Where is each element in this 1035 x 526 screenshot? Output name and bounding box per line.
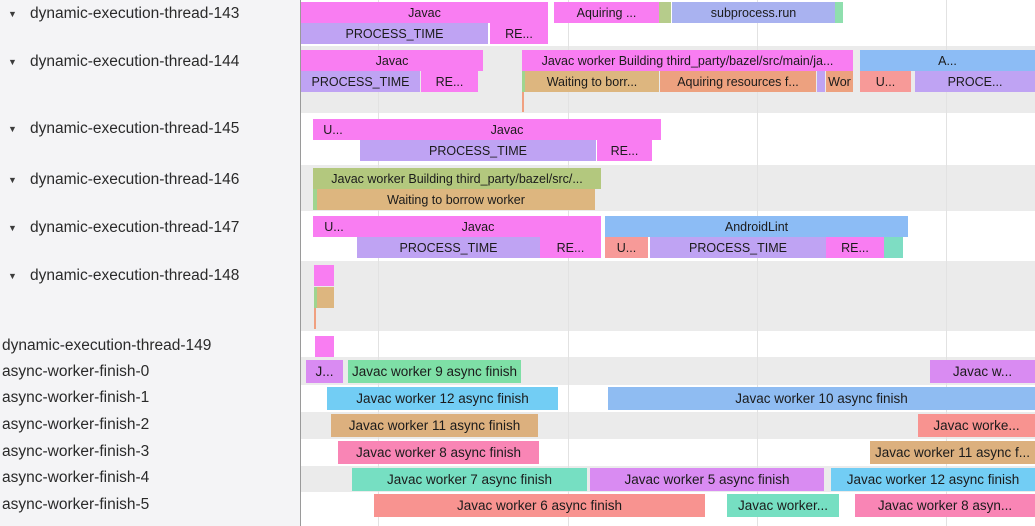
sidebar-track-async-worker-finish-0[interactable]: async-worker-finish-0 [0, 361, 300, 383]
trace-slice-u[interactable]: U... [313, 119, 353, 140]
trace-slice-process-time[interactable]: PROCESS_TIME [301, 23, 488, 44]
track-bg-thread-148 [301, 261, 1035, 331]
track-name-label: async-worker-finish-2 [2, 416, 150, 433]
trace-slice-javac-worker-9-async-finish[interactable]: Javac worker 9 async finish [348, 360, 521, 383]
trace-slice-javac-worker-8-asyn[interactable]: Javac worker 8 asyn... [855, 494, 1035, 517]
track-name-label: dynamic-execution-thread-145 [30, 120, 240, 137]
sidebar-track-dynamic-execution-thread-149[interactable]: dynamic-execution-thread-149 [0, 335, 300, 357]
trace-slice-sliver[interactable] [659, 2, 671, 23]
trace-slice-javac[interactable]: Javac [301, 50, 483, 71]
trace-slice-sliver[interactable] [522, 71, 525, 92]
trace-slice-javac-worker-12-async-finish[interactable]: Javac worker 12 async finish [327, 387, 558, 410]
timeline-canvas: Javac Aquiring ... subprocess.run PROCESS_T… [301, 0, 1035, 526]
trace-slice-re[interactable]: RE... [540, 237, 601, 258]
expand-triangle-icon[interactable]: ▼ [8, 175, 17, 185]
time-gridline [378, 0, 379, 526]
trace-slice-sliver[interactable] [817, 71, 825, 92]
trace-slice-javac-worker-6-async-finish[interactable]: Javac worker 6 async finish [374, 494, 705, 517]
trace-slice-subprocess-run[interactable]: subprocess.run [672, 2, 835, 23]
trace-slice-androidlint[interactable]: AndroidLint [605, 216, 908, 237]
trace-slice-javac-worker-building-third-party-bazel-src[interactable]: Javac worker Building third_party/bazel/… [313, 168, 601, 189]
track-name-label: dynamic-execution-thread-143 [30, 5, 240, 22]
track-bg-thread-149 [301, 331, 1035, 357]
sidebar-track-async-worker-finish-3[interactable]: async-worker-finish-3 [0, 441, 300, 463]
expand-triangle-icon[interactable]: ▼ [8, 271, 17, 281]
trace-slice-sliver[interactable] [317, 287, 334, 308]
trace-slice-javac-worker-10-async-finish[interactable]: Javac worker 10 async finish [608, 387, 1035, 410]
sidebar-track-dynamic-execution-thread-144[interactable]: ▼ dynamic-execution-thread-144 [0, 51, 300, 73]
expand-triangle-icon[interactable]: ▼ [8, 223, 17, 233]
track-name-label: dynamic-execution-thread-144 [30, 53, 240, 70]
trace-slice-javac-worker-5-async-finish[interactable]: Javac worker 5 async finish [590, 468, 824, 491]
trace-slice-javac-w[interactable]: Javac w... [930, 360, 1035, 383]
trace-slice-waiting-to-borrow-worker[interactable]: Waiting to borrow worker [317, 189, 595, 210]
trace-slice-u[interactable]: U... [605, 237, 648, 258]
trace-slice-wor[interactable]: Wor [826, 71, 853, 92]
trace-slice-sliver[interactable] [314, 287, 317, 308]
trace-slice-u[interactable]: U... [313, 216, 355, 237]
track-name-label: dynamic-execution-thread-146 [30, 171, 240, 188]
track-name-label: async-worker-finish-0 [2, 363, 150, 380]
trace-slice-javac[interactable]: Javac [353, 119, 661, 140]
sidebar-track-dynamic-execution-thread-147[interactable]: ▼ dynamic-execution-thread-147 [0, 217, 300, 239]
sidebar-track-async-worker-finish-4[interactable]: async-worker-finish-4 [0, 467, 300, 489]
track-name-label: async-worker-finish-3 [2, 443, 150, 460]
trace-slice-javac-worker-11-async-f[interactable]: Javac worker 11 async f... [870, 441, 1035, 464]
trace-slice-javac-worker-8-async-finish[interactable]: Javac worker 8 async finish [338, 441, 539, 464]
trace-slice-re[interactable]: RE... [597, 140, 652, 161]
trace-slice-sliver[interactable] [313, 189, 317, 210]
time-gridline [568, 0, 569, 526]
trace-slice-sliver[interactable] [835, 2, 843, 23]
trace-slice-a[interactable]: A... [860, 50, 1035, 71]
expand-triangle-icon[interactable]: ▼ [8, 124, 17, 134]
expand-triangle-icon[interactable]: ▼ [8, 9, 17, 19]
trace-slice-u[interactable]: U... [860, 71, 911, 92]
track-name-label: dynamic-execution-thread-148 [30, 267, 240, 284]
trace-slice-re[interactable]: RE... [826, 237, 884, 258]
sidebar-track-async-worker-finish-5[interactable]: async-worker-finish-5 [0, 494, 300, 516]
time-gridline [946, 0, 947, 526]
trace-slice-javac-worker-building-third-party-bazel-src-main-ja[interactable]: Javac worker Building third_party/bazel/… [522, 50, 853, 71]
sidebar-track-async-worker-finish-2[interactable]: async-worker-finish-2 [0, 414, 300, 436]
trace-slice-proce[interactable]: PROCE... [915, 71, 1035, 92]
trace-slice-javac-worker-7-async-finish[interactable]: Javac worker 7 async finish [352, 468, 587, 491]
sidebar-track-dynamic-execution-thread-146[interactable]: ▼ dynamic-execution-thread-146 [0, 169, 300, 191]
track-name-label: dynamic-execution-thread-149 [2, 337, 212, 354]
sidebar-track-async-worker-finish-1[interactable]: async-worker-finish-1 [0, 387, 300, 409]
track-name-label: async-worker-finish-5 [2, 496, 150, 513]
trace-slice-javac-worke[interactable]: Javac worke... [918, 414, 1035, 437]
trace-slice-javac[interactable]: Javac [301, 2, 548, 23]
trace-slice-sliver[interactable] [522, 92, 524, 112]
trace-slice-process-time[interactable]: PROCESS_TIME [301, 71, 420, 92]
sidebar-track-dynamic-execution-thread-143[interactable]: ▼ dynamic-execution-thread-143 [0, 3, 300, 25]
trace-slice-javac-worker-12-async-finish[interactable]: Javac worker 12 async finish [831, 468, 1035, 491]
track-name-sidebar: ▼ dynamic-execution-thread-143 ▼ dynamic-ex… [0, 0, 301, 526]
trace-slice-j[interactable]: J... [306, 360, 343, 383]
expand-triangle-icon[interactable]: ▼ [8, 57, 17, 67]
trace-slice-sliver[interactable] [314, 265, 334, 286]
trace-slice-sliver[interactable] [314, 308, 316, 329]
trace-slice-aquiring[interactable]: Aquiring ... [554, 2, 659, 23]
track-name-label: async-worker-finish-1 [2, 389, 150, 406]
sidebar-track-dynamic-execution-thread-145[interactable]: ▼ dynamic-execution-thread-145 [0, 118, 300, 140]
trace-slice-javac[interactable]: Javac [355, 216, 601, 237]
trace-slice-re[interactable]: RE... [490, 23, 548, 44]
trace-slice-process-time[interactable]: PROCESS_TIME [650, 237, 826, 258]
trace-slice-process-time[interactable]: PROCESS_TIME [360, 140, 596, 161]
time-gridline [757, 0, 758, 526]
trace-slice-javac-worker[interactable]: Javac worker... [727, 494, 839, 517]
trace-slice-process-time[interactable]: PROCESS_TIME [357, 237, 540, 258]
trace-slice-re[interactable]: RE... [421, 71, 478, 92]
track-name-label: dynamic-execution-thread-147 [30, 219, 240, 236]
sidebar-track-dynamic-execution-thread-148[interactable]: ▼ dynamic-execution-thread-148 [0, 265, 300, 287]
trace-slice-waiting-to-borr[interactable]: Waiting to borr... [525, 71, 659, 92]
trace-slice-sliver[interactable] [315, 336, 334, 357]
trace-slice-aquiring-resources-f[interactable]: Aquiring resources f... [660, 71, 816, 92]
track-name-label: async-worker-finish-4 [2, 469, 150, 486]
trace-slice-sliver[interactable] [884, 237, 903, 258]
trace-slice-javac-worker-11-async-finish[interactable]: Javac worker 11 async finish [331, 414, 538, 437]
